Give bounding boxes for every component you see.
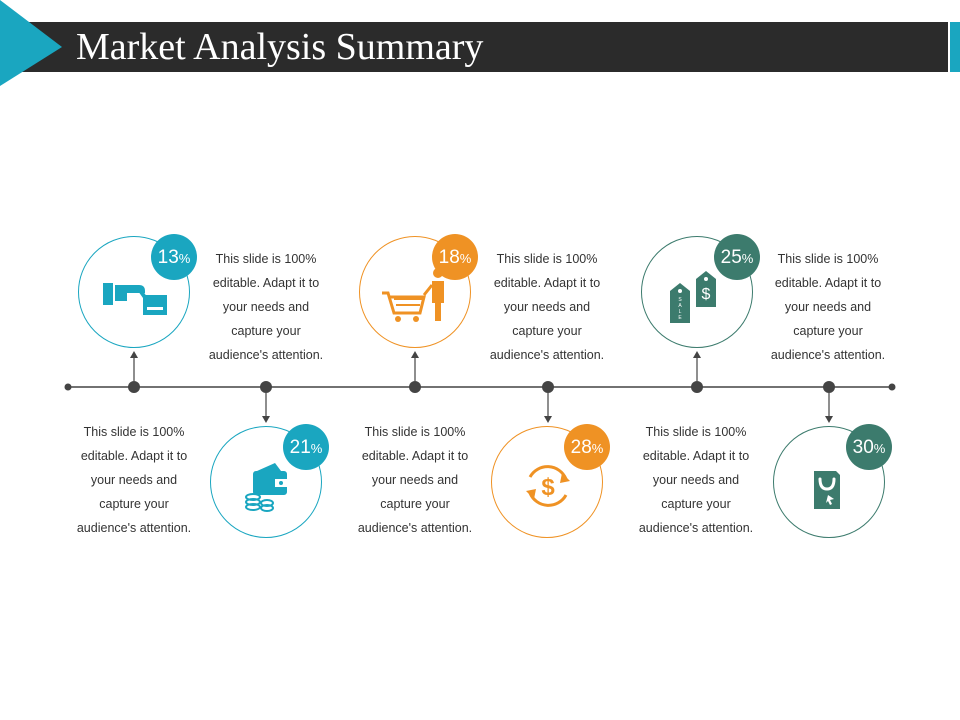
svg-text:$: $ bbox=[702, 286, 711, 303]
item-1-badge: 13% bbox=[151, 234, 197, 280]
svg-text:E: E bbox=[678, 315, 682, 321]
item-1-circle: 13% bbox=[78, 234, 197, 348]
item-2-circle: 21% bbox=[210, 424, 329, 538]
shopping-cart-person-icon bbox=[382, 268, 444, 322]
item-6-circle: 30% bbox=[773, 424, 892, 538]
svg-text:L: L bbox=[679, 309, 682, 315]
item-5-unit: % bbox=[741, 251, 754, 266]
item-6-unit: % bbox=[873, 441, 886, 456]
item-4-unit: % bbox=[591, 441, 604, 456]
item-3-circle: 18% bbox=[359, 234, 478, 348]
item-4-description: This slide is 100% editable. Adapt it to… bbox=[357, 425, 473, 535]
item-5-circle: S A L E $ 25% bbox=[641, 234, 760, 348]
item-6-description: This slide is 100% editable. Adapt it to… bbox=[638, 425, 754, 535]
price-tags-icon: S A L E $ bbox=[670, 271, 716, 323]
timeline-end-dot bbox=[64, 383, 72, 391]
item-2-value: 21 bbox=[289, 436, 311, 458]
item-4-badge: 28% bbox=[564, 424, 610, 470]
page-title: Market Analysis Summary bbox=[76, 26, 484, 68]
item-3-badge: 18% bbox=[432, 234, 478, 280]
item-4-circle: $ 28% bbox=[491, 424, 610, 538]
item-6-badge: 30% bbox=[846, 424, 892, 470]
item-5-badge: 25% bbox=[714, 234, 760, 280]
marker-4 bbox=[542, 381, 554, 423]
item-4-value: 28 bbox=[570, 436, 592, 458]
title-accent bbox=[950, 22, 960, 72]
dollar-cycle-icon: $ bbox=[526, 465, 570, 507]
marker-1 bbox=[128, 351, 140, 393]
marker-6 bbox=[823, 381, 835, 423]
hand-card-icon bbox=[103, 283, 167, 315]
item-1-description: This slide is 100% editable. Adapt it to… bbox=[208, 252, 324, 362]
item-6-value: 30 bbox=[852, 436, 874, 458]
shopping-bag-icon bbox=[814, 471, 840, 509]
marker-5 bbox=[691, 351, 703, 393]
item-3-unit: % bbox=[459, 251, 472, 266]
item-3-value: 18 bbox=[438, 246, 460, 268]
item-2-unit: % bbox=[310, 441, 323, 456]
item-1-value: 13 bbox=[157, 246, 179, 268]
item-2-description: This slide is 100% editable. Adapt it to… bbox=[76, 425, 192, 535]
item-2-badge: 21% bbox=[283, 424, 329, 470]
wallet-coins-icon bbox=[245, 463, 287, 512]
item-5-value: 25 bbox=[720, 246, 742, 268]
title-bar bbox=[0, 22, 948, 72]
item-3-description: This slide is 100% editable. Adapt it to… bbox=[489, 252, 605, 362]
item-5-description: This slide is 100% editable. Adapt it to… bbox=[770, 252, 886, 362]
svg-text:$: $ bbox=[541, 474, 555, 501]
marker-2 bbox=[260, 381, 272, 423]
title-arrow-icon bbox=[0, 0, 62, 86]
item-1-unit: % bbox=[178, 251, 191, 266]
timeline-end-dot bbox=[888, 383, 896, 391]
marker-3 bbox=[409, 351, 421, 393]
svg-text:S: S bbox=[678, 297, 682, 303]
svg-text:A: A bbox=[678, 303, 682, 309]
